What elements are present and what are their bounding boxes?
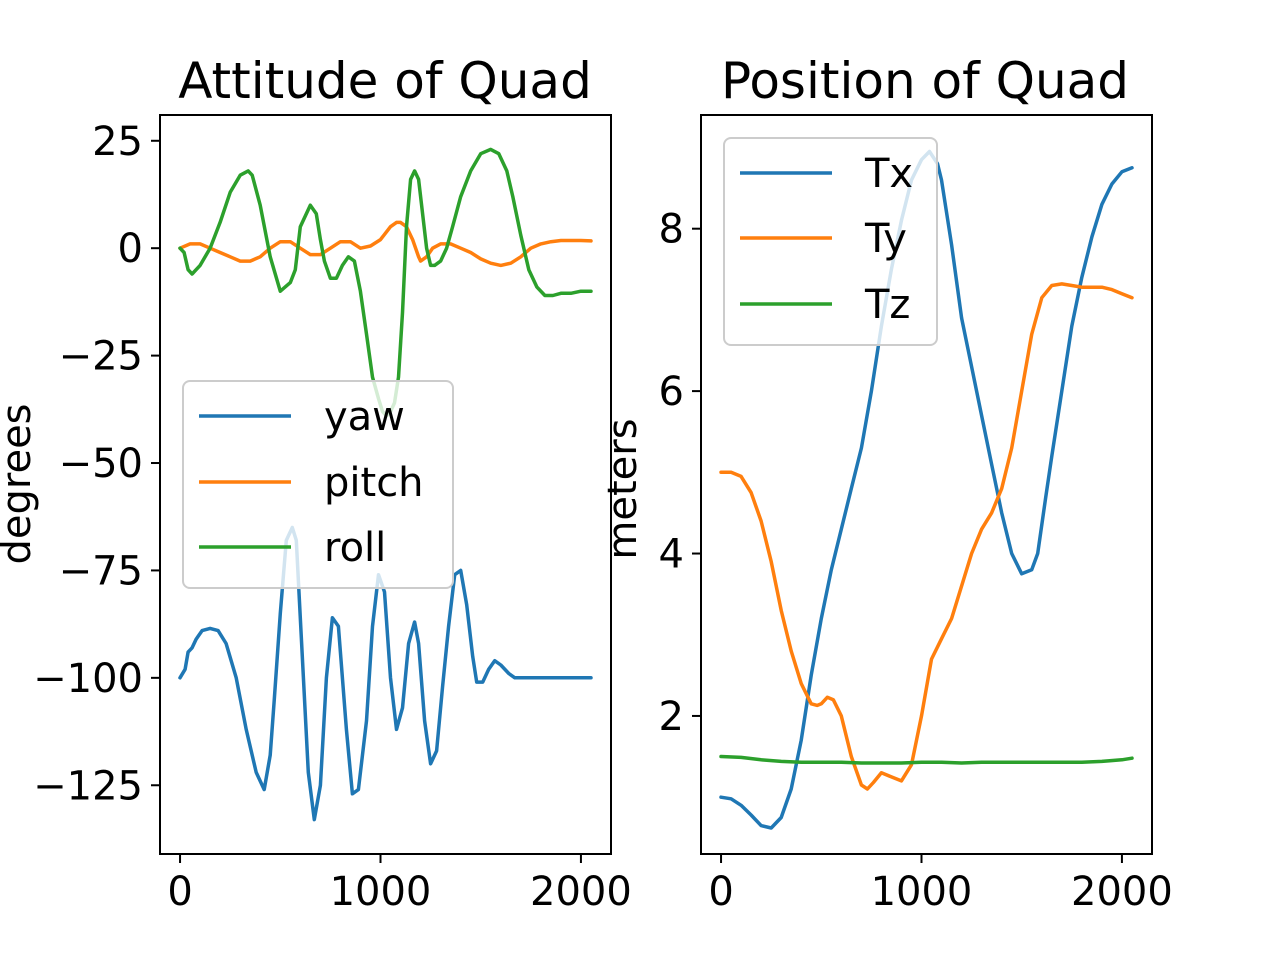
- position-chart: Position of Quad meters 0 1000 2000 8 6 4 2 Tx…: [600, 52, 1173, 915]
- position-y-tick-label: 4: [659, 532, 684, 578]
- attitude-y-tick-label: −75: [59, 548, 143, 594]
- position-x-tick-label: 2000: [1071, 869, 1173, 915]
- attitude-legend: yaw pitch roll: [182, 380, 454, 589]
- legend-label-pitch: pitch: [324, 460, 424, 506]
- series-line-tz: [719, 754, 1134, 765]
- attitude-plot-frame: [159, 114, 612, 855]
- position-legend-box: [723, 137, 938, 346]
- attitude-x-tick-label: 2000: [530, 869, 632, 915]
- position-y-tick-label: 8: [659, 207, 684, 253]
- attitude-x-tick-label: 1000: [330, 869, 432, 915]
- position-x-tick-label: 0: [708, 869, 733, 915]
- attitude-tick-layer: 0 1000 2000 25 0 −25 −50 −75 −100 −125: [33, 119, 632, 915]
- attitude-chart-title: Attitude of Quad: [178, 52, 592, 110]
- series-line-pitch: [178, 220, 593, 268]
- position-y-tick-label: 2: [659, 694, 684, 740]
- legend-label-tx: Tx: [864, 151, 913, 197]
- legend-label-roll: roll: [324, 525, 386, 571]
- attitude-y-tick-label: −100: [33, 656, 143, 702]
- legend-label-ty: Ty: [864, 216, 907, 262]
- legend-label-yaw: yaw: [324, 394, 405, 440]
- position-tick-layer: 0 1000 2000 8 6 4 2: [659, 207, 1173, 915]
- series-line-ty: [719, 282, 1134, 791]
- series-line-yaw: [178, 525, 593, 822]
- attitude-x-tick-label: 0: [167, 869, 192, 915]
- position-plot-frame: [700, 114, 1153, 855]
- attitude-y-tick-label: −50: [59, 441, 143, 487]
- attitude-chart: Attitude of Quad degrees 0 1000 2000 25 0 −25…: [0, 52, 632, 915]
- attitude-y-tick-label: −25: [59, 334, 143, 380]
- attitude-y-tick-label: −125: [33, 763, 143, 809]
- position-y-axis-label: meters: [600, 418, 646, 559]
- position-y-tick-label: 6: [659, 369, 684, 415]
- attitude-y-tick-label: 0: [118, 226, 143, 272]
- legend-label-tz: Tz: [864, 282, 910, 328]
- attitude-legend-box: [182, 380, 454, 589]
- attitude-y-axis-label: degrees: [0, 403, 40, 564]
- attitude-y-tick-label: 25: [92, 119, 143, 165]
- position-legend: Tx Ty Tz: [723, 137, 938, 346]
- position-chart-title: Position of Quad: [721, 52, 1129, 110]
- position-x-tick-label: 1000: [871, 869, 973, 915]
